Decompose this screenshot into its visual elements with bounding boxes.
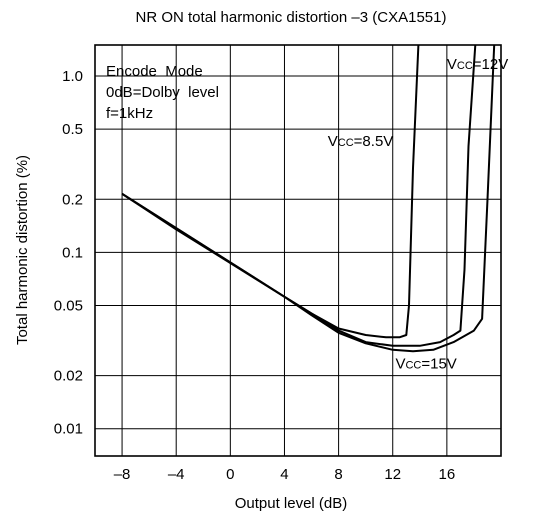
series-label: VCC=15V	[395, 355, 456, 372]
x-tick-label: 8	[334, 466, 342, 483]
x-tick-labels: –8 –4 0 4 8 12 16	[114, 466, 455, 483]
y-tick-label: 0.05	[54, 297, 83, 314]
note-mode: Encode Mode	[106, 63, 203, 80]
y-tick-label: 0.2	[62, 191, 83, 208]
note-frequency: f=1kHz	[106, 105, 153, 122]
y-tick-labels: 0.01 0.02 0.05 0.1 0.2 0.5 1.0	[54, 68, 83, 438]
plot-frame	[94, 44, 502, 457]
x-tick-label: –8	[114, 466, 131, 483]
y-tick-label: 0.5	[62, 121, 83, 138]
series-labels: VCC=8.5V VCC=12V VCC=15V	[328, 56, 508, 373]
x-tick-label: 16	[439, 466, 456, 483]
series-line	[121, 44, 477, 347]
y-tick-label: 1.0	[62, 68, 83, 85]
y-tick-label: 0.1	[62, 244, 83, 261]
x-tick-label: 12	[384, 466, 401, 483]
x-tick-label: –4	[168, 466, 185, 483]
note-reference: 0dB=Dolby level	[106, 84, 219, 101]
series-line	[121, 44, 496, 353]
chart-title: NR ON total harmonic distortion –3 (CXA1…	[136, 9, 447, 26]
x-tick-label: 0	[226, 466, 234, 483]
data-curves	[121, 44, 496, 353]
y-tick-label: 0.01	[54, 421, 83, 438]
conditions-note: Encode Mode 0dB=Dolby level f=1kHz	[106, 63, 219, 122]
x-tick-label: 4	[280, 466, 288, 483]
series-label: VCC=12V	[447, 56, 508, 73]
y-axis-label: Total harmonic distortion (%)	[14, 155, 31, 345]
y-tick-label: 0.02	[54, 368, 83, 385]
grid	[95, 45, 501, 456]
x-axis-label: Output level (dB)	[235, 495, 348, 512]
series-label: VCC=8.5V	[328, 133, 394, 150]
